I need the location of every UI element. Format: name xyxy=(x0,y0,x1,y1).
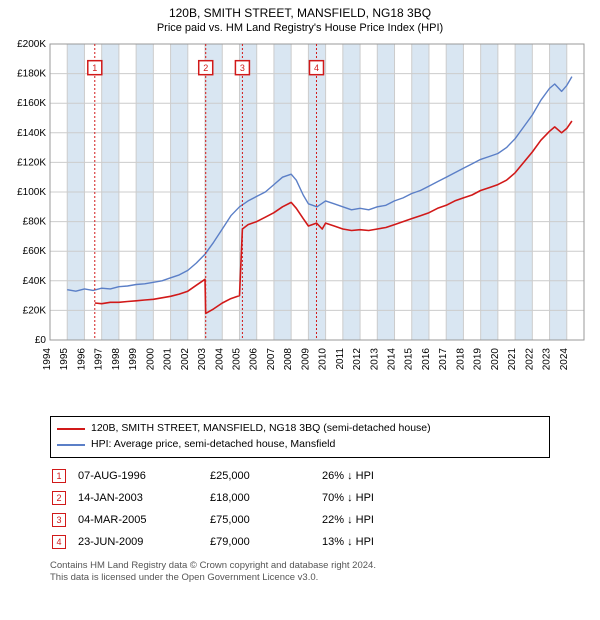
svg-text:2016: 2016 xyxy=(421,348,432,371)
svg-text:1999: 1999 xyxy=(128,348,139,371)
svg-text:2019: 2019 xyxy=(473,348,484,371)
svg-text:£120K: £120K xyxy=(17,157,46,168)
svg-text:2010: 2010 xyxy=(318,348,329,371)
delta-cell: 22% ↓ HPI xyxy=(322,510,384,530)
svg-text:2007: 2007 xyxy=(266,348,277,371)
svg-text:2008: 2008 xyxy=(283,348,294,371)
svg-text:2003: 2003 xyxy=(197,348,208,371)
svg-text:4: 4 xyxy=(314,63,319,73)
arrow-down-icon: ↓ xyxy=(347,470,353,482)
legend-row-price-paid: 120B, SMITH STREET, MANSFIELD, NG18 3BQ … xyxy=(57,421,543,437)
date-cell: 07-AUG-1996 xyxy=(78,466,208,486)
marker-cell: 4 xyxy=(52,532,76,552)
transactions-table: 1 07-AUG-1996£25,00026% ↓ HPI 2 14-JAN-2003… xyxy=(50,464,386,554)
marker-cell: 3 xyxy=(52,510,76,530)
footer-line: Contains HM Land Registry data © Crown c… xyxy=(50,560,592,572)
svg-text:1997: 1997 xyxy=(94,348,105,371)
chart-container: 120B, SMITH STREET, MANSFIELD, NG18 3BQ … xyxy=(0,0,600,620)
table-row: 4 23-JUN-2009£79,00013% ↓ HPI xyxy=(52,532,384,552)
svg-text:£60K: £60K xyxy=(23,246,47,257)
svg-text:2021: 2021 xyxy=(507,348,518,371)
chart-plot-area: £0 £20K £40K £60K £80K £100K £120K £140K £160K £1… xyxy=(8,40,592,410)
svg-text:£140K: £140K xyxy=(17,128,46,139)
delta-cell: 26% ↓ HPI xyxy=(322,466,384,486)
svg-text:2014: 2014 xyxy=(387,348,398,371)
table-row: 3 04-MAR-2005£75,00022% ↓ HPI xyxy=(52,510,384,530)
svg-text:2009: 2009 xyxy=(300,348,311,371)
chart-subtitle: Price paid vs. HM Land Registry's House … xyxy=(8,22,592,34)
legend-swatch-price-paid xyxy=(57,428,85,430)
chart-title: 120B, SMITH STREET, MANSFIELD, NG18 3BQ xyxy=(8,6,592,20)
legend-swatch-hpi xyxy=(57,444,85,446)
svg-text:1996: 1996 xyxy=(76,348,87,371)
svg-text:£0: £0 xyxy=(35,335,47,346)
svg-text:2023: 2023 xyxy=(542,348,553,371)
date-cell: 23-JUN-2009 xyxy=(78,532,208,552)
svg-text:1994: 1994 xyxy=(42,348,53,371)
svg-text:2011: 2011 xyxy=(335,348,346,370)
marker-box-icon: 2 xyxy=(52,491,66,505)
svg-text:£200K: £200K xyxy=(17,40,46,50)
legend-row-hpi: HPI: Average price, semi-detached house,… xyxy=(57,437,543,453)
marker-box-icon: 1 xyxy=(52,469,66,483)
marker-cell: 1 xyxy=(52,466,76,486)
svg-text:2018: 2018 xyxy=(455,348,466,371)
svg-text:1998: 1998 xyxy=(111,348,122,371)
price-cell: £25,000 xyxy=(210,466,320,486)
svg-text:2001: 2001 xyxy=(163,348,174,371)
svg-text:2012: 2012 xyxy=(352,348,363,371)
marker-box-icon: 3 xyxy=(52,513,66,527)
svg-text:£40K: £40K xyxy=(23,276,47,287)
delta-cell: 70% ↓ HPI xyxy=(322,488,384,508)
delta-cell: 13% ↓ HPI xyxy=(322,532,384,552)
svg-text:1: 1 xyxy=(92,63,97,73)
svg-text:£180K: £180K xyxy=(17,69,46,80)
table-row: 1 07-AUG-1996£25,00026% ↓ HPI xyxy=(52,466,384,486)
price-cell: £79,000 xyxy=(210,532,320,552)
legend-label: HPI: Average price, semi-detached house,… xyxy=(91,437,335,453)
chart-svg: £0 £20K £40K £60K £80K £100K £120K £140K £160K £1… xyxy=(8,40,592,410)
svg-text:2024: 2024 xyxy=(559,348,570,371)
svg-text:3: 3 xyxy=(240,63,245,73)
footer-line: This data is licensed under the Open Gov… xyxy=(50,572,592,584)
date-cell: 04-MAR-2005 xyxy=(78,510,208,530)
legend-box: 120B, SMITH STREET, MANSFIELD, NG18 3BQ … xyxy=(50,416,550,458)
footer-attribution: Contains HM Land Registry data © Crown c… xyxy=(50,560,592,585)
svg-text:2017: 2017 xyxy=(438,348,449,371)
svg-text:£100K: £100K xyxy=(17,187,46,198)
svg-text:2005: 2005 xyxy=(231,348,242,371)
legend-label: 120B, SMITH STREET, MANSFIELD, NG18 3BQ … xyxy=(91,421,431,437)
marker-box-icon: 4 xyxy=(52,535,66,549)
svg-text:2: 2 xyxy=(203,63,208,73)
arrow-down-icon: ↓ xyxy=(347,492,353,504)
svg-text:1995: 1995 xyxy=(59,348,70,371)
svg-text:2006: 2006 xyxy=(249,348,260,371)
svg-text:2022: 2022 xyxy=(524,348,535,371)
svg-text:2002: 2002 xyxy=(180,348,191,371)
arrow-down-icon: ↓ xyxy=(347,536,353,548)
svg-text:£160K: £160K xyxy=(17,98,46,109)
price-cell: £18,000 xyxy=(210,488,320,508)
svg-text:£80K: £80K xyxy=(23,217,47,228)
svg-text:2000: 2000 xyxy=(145,348,156,371)
arrow-down-icon: ↓ xyxy=(347,514,353,526)
svg-text:2015: 2015 xyxy=(404,348,415,371)
date-cell: 14-JAN-2003 xyxy=(78,488,208,508)
svg-text:2004: 2004 xyxy=(214,348,225,371)
svg-text:£20K: £20K xyxy=(23,305,47,316)
marker-cell: 2 xyxy=(52,488,76,508)
svg-text:2020: 2020 xyxy=(490,348,501,371)
svg-text:2013: 2013 xyxy=(369,348,380,371)
price-cell: £75,000 xyxy=(210,510,320,530)
table-row: 2 14-JAN-2003£18,00070% ↓ HPI xyxy=(52,488,384,508)
